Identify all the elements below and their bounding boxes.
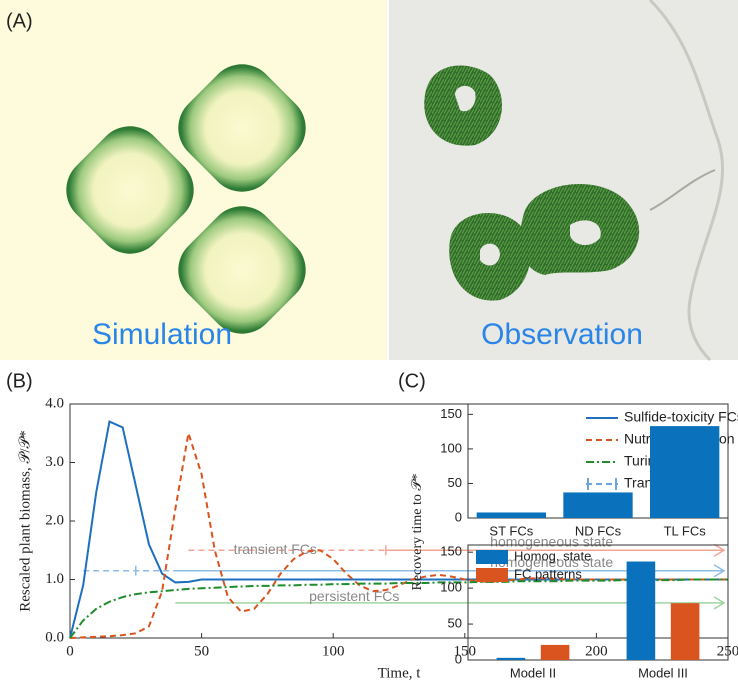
bar <box>650 426 720 518</box>
x-axis-label: Time, t <box>378 665 422 681</box>
simulation-blobs <box>66 64 306 334</box>
x-tick-label: 50 <box>194 643 209 659</box>
y-tick-label: 3.0 <box>45 454 64 470</box>
y-tick-label: 2.0 <box>45 512 64 528</box>
x-tick-label: ND FCs <box>575 523 622 538</box>
arrow-head <box>713 543 726 557</box>
legend-label: Sulfide-toxicity FCs <box>624 409 738 425</box>
x-tick-label: 200 <box>585 643 608 659</box>
y-tick-label: 0.0 <box>45 629 64 645</box>
legend-swatch <box>476 550 508 564</box>
x-tick-label: ST FCs <box>489 523 533 538</box>
y-tick-label: 1.0 <box>45 571 64 587</box>
y-axis-label: Recovery time to 𝒫* <box>410 473 425 590</box>
x-tick-label: 250 <box>717 643 738 659</box>
arrow-head <box>713 564 726 578</box>
y-tick-label: 0 <box>455 509 462 524</box>
annotation: homogeneous state <box>490 554 613 570</box>
y-tick-label: 100 <box>440 440 462 455</box>
bar <box>540 644 570 660</box>
bar <box>496 657 526 660</box>
y-tick-label: 50 <box>448 616 462 631</box>
simulation-caption: Simulation <box>92 318 232 351</box>
bar <box>670 603 700 660</box>
y-tick-label: 150 <box>440 406 462 421</box>
bar <box>476 512 546 518</box>
panel-label: (B) <box>6 370 33 392</box>
x-tick-label: 0 <box>66 643 74 659</box>
legend-swatch <box>476 568 508 582</box>
x-tick-label: Model II <box>510 665 556 680</box>
y-tick-label: 0 <box>455 651 462 666</box>
legend-label: Homog. state <box>514 548 591 563</box>
panel-label: (C) <box>398 370 426 392</box>
plot-frame <box>467 544 729 661</box>
x-tick-label: Model III <box>638 665 688 680</box>
simulation-background <box>0 0 387 360</box>
series-line <box>69 578 728 639</box>
observation-photo <box>389 0 738 360</box>
y-tick-label: 4.0 <box>45 395 64 411</box>
annotation: transient FCs <box>234 541 317 557</box>
x-tick-label: 150 <box>454 643 477 659</box>
arrow-head <box>713 596 726 610</box>
bar <box>626 561 656 660</box>
panel-label: (A) <box>6 10 33 32</box>
y-tick-label: 100 <box>440 580 462 595</box>
y-tick-label: 50 <box>448 475 462 490</box>
x-tick-label: TL FCs <box>664 523 707 538</box>
bar <box>563 492 633 518</box>
x-tick-label: 100 <box>322 643 345 659</box>
legend-label: FC patterns <box>514 566 582 581</box>
y-axis-label: Rescaled plant biomass, 𝒫/𝒫* <box>17 430 33 612</box>
observation-caption: Observation <box>481 318 643 351</box>
observation-features <box>424 0 725 362</box>
y-tick-label: 150 <box>440 544 462 559</box>
